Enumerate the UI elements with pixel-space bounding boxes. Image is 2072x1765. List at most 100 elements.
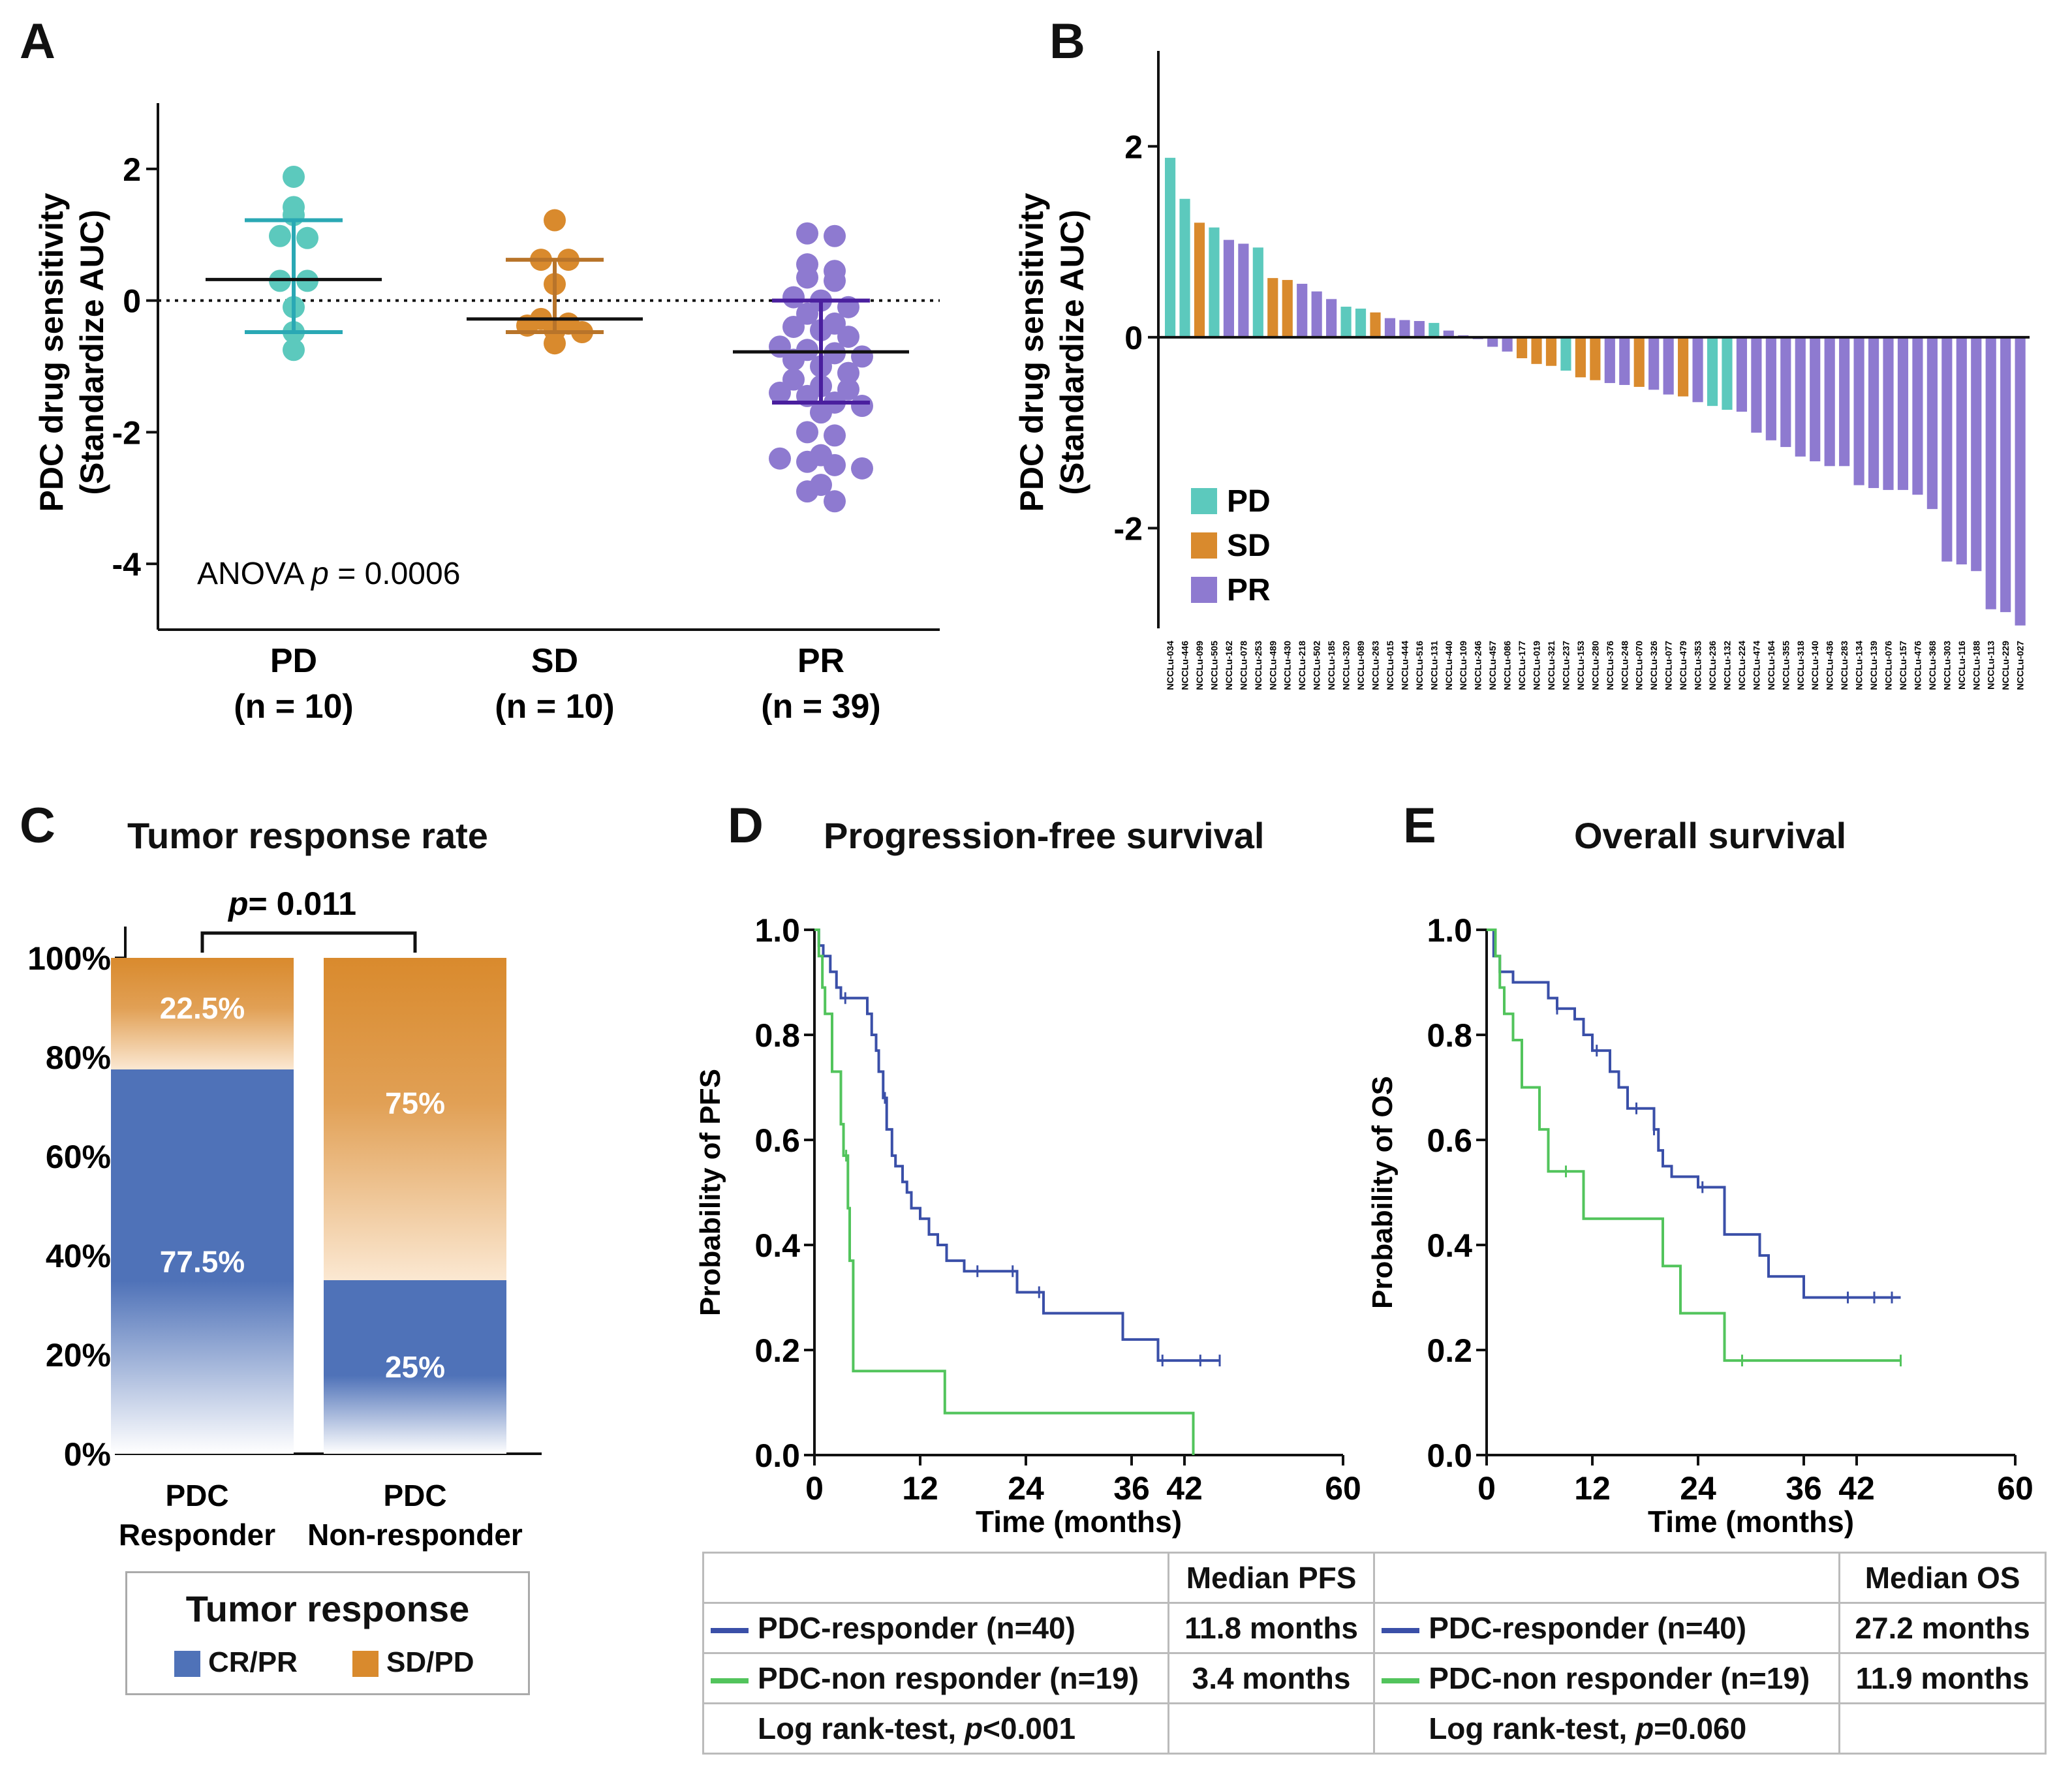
responder-median-pfs: 11.8 months (1167, 1602, 1376, 1654)
category-label: NCCLu-034 (1165, 641, 1175, 690)
category-label: NCCLu-113 (1986, 641, 1996, 690)
group-label-sd: SD (531, 642, 578, 680)
bar-ncclu-162 (1223, 239, 1234, 337)
category-label: NCCLu-229 (2000, 641, 2011, 690)
y-tick-label: 0.2 (1427, 1332, 1472, 1369)
x-tick-label: 36 (1113, 1470, 1150, 1507)
category-label: NCCLu-320 (1341, 641, 1352, 690)
bar-ncclu-237 (1560, 337, 1571, 371)
x-tick-label: 42 (1166, 1470, 1203, 1507)
bar-ncclu-140 (1810, 337, 1821, 462)
data-point-pr (769, 381, 791, 404)
legend-swatch-sd (1191, 532, 1217, 559)
data-point-pr (824, 269, 846, 292)
bar-ncclu-131 (1429, 322, 1440, 337)
category-label: NCCLu-321 (1546, 641, 1556, 690)
bar-ncclu-280 (1590, 337, 1601, 380)
category-label: NCCLu-116 (1956, 641, 1967, 690)
data-point-pr (824, 490, 846, 513)
category-label: NCCLu-131 (1429, 641, 1439, 690)
panel-a-scatter-chart: PDC drug sensitivity (Standardize AUC) A… (33, 103, 940, 726)
bar-ncclu-229 (2000, 337, 2011, 613)
legend-item-sdpd: SD/PD (352, 1646, 474, 1679)
category-label: NCCLu-015 (1385, 641, 1395, 690)
category-label: NCCLu-139 (1868, 641, 1879, 690)
bar-ncclu-134 (1853, 337, 1864, 485)
data-point-pr (824, 224, 846, 247)
x-tick-label: 60 (1997, 1470, 2033, 1507)
category-label: NCCLu-457 (1487, 641, 1498, 690)
category-label: NCCLu-086 (1502, 641, 1513, 690)
y-tick-label: 0.8 (754, 1017, 800, 1054)
nonresponder-median-os: 11.9 months (1838, 1652, 2047, 1704)
km-curve-nonresp (1487, 929, 1901, 1362)
y-tick-label: 0.0 (754, 1437, 800, 1474)
data-point-pd (296, 226, 318, 249)
data-point-pr (782, 315, 805, 338)
median-pfs-header: Median PFS (1167, 1552, 1376, 1604)
y-tick-label: 2 (1124, 129, 1143, 165)
bar-segment-crpr (324, 1280, 506, 1454)
bar-ncclu-077 (1663, 337, 1674, 395)
y-tick-label: 20% (46, 1337, 111, 1374)
bar-ncclu-436 (1824, 337, 1835, 467)
y-tick-label: 0.6 (1427, 1122, 1472, 1159)
category-label: NCCLu-218 (1297, 641, 1307, 690)
category-label: NCCLu-164 (1766, 641, 1776, 690)
bar-ncclu-185 (1326, 299, 1337, 337)
panel-b-ylabel-1: PDC drug sensitivity (1013, 192, 1050, 512)
data-point-pd (283, 339, 305, 361)
y-tick-label: 1.0 (1427, 912, 1472, 949)
data-point-pd (283, 165, 305, 188)
bar-ncclu-444 (1399, 320, 1410, 337)
category-label: NCCLu-076 (1883, 641, 1894, 690)
y-tick-label: 0.6 (754, 1122, 800, 1159)
data-point-pr (796, 302, 818, 325)
bar-ncclu-326 (1648, 337, 1660, 390)
km-curve-resp (1487, 929, 1901, 1299)
data-point-pr (796, 480, 818, 503)
y-tick-label: 0.4 (1427, 1227, 1472, 1264)
x-tick-label: 42 (1838, 1470, 1875, 1507)
responder-label-os: PDC-responder (n=40) (1429, 1611, 1747, 1645)
data-point-pr (824, 424, 846, 447)
y-tick-label: 40% (46, 1238, 111, 1274)
data-point-pr (782, 348, 805, 371)
legend-label-pd: PD (1227, 484, 1271, 519)
legend-swatch-pr (1191, 577, 1217, 603)
table-row: Log rank-test, p<0.001 Log rank-test, p=… (702, 1702, 2047, 1755)
bar-ncclu-113 (1985, 337, 1996, 609)
anova-annotation: ANOVA p = 0.0006 (197, 557, 460, 591)
category-label: NCCLu-237 (1560, 641, 1571, 690)
group-n-label: (n = 39) (761, 688, 881, 726)
y-tick-label: 80% (46, 1039, 111, 1076)
data-point-pr (796, 450, 818, 473)
bar-ncclu-376 (1604, 337, 1615, 384)
category-label: NCCLu-376 (1605, 641, 1615, 690)
category-label: NCCLu-446 (1180, 641, 1190, 690)
y-tick-label: 100% (27, 940, 111, 977)
category-label: NCCLu-479 (1678, 641, 1688, 690)
bar-ncclu-253 (1252, 247, 1263, 337)
category-label: NCCLu-489 (1267, 641, 1278, 690)
category-label: NCCLu-019 (1532, 641, 1542, 690)
km-curve-nonresp (814, 929, 1195, 1455)
data-point-pr (782, 286, 805, 309)
bar-ncclu-516 (1414, 320, 1425, 337)
panel-a-label: A (20, 14, 55, 69)
bar-ncclu-283 (1839, 337, 1850, 467)
category-label: NCCLu-157 (1898, 641, 1908, 690)
bar-ncclu-430 (1282, 280, 1293, 337)
category-label: NCCLu-355 (1780, 641, 1791, 690)
table-cell: PDC-responder (n=40) (1373, 1602, 1841, 1654)
x-tick-label: 24 (1680, 1470, 1716, 1507)
bar-ncclu-177 (1516, 337, 1528, 359)
group-n-label: (n = 10) (495, 688, 615, 726)
bar-ncclu-476 (1912, 337, 1923, 495)
data-label-sdpd: 75% (385, 1086, 445, 1120)
table-row: PDC-responder (n=40) 11.8 months PDC-res… (702, 1602, 2047, 1654)
bar-ncclu-139 (1868, 337, 1879, 488)
bar-ncclu-019 (1531, 337, 1542, 364)
category-label: NCCLu-132 (1722, 641, 1732, 690)
category-label: NCCLu-253 (1253, 641, 1263, 690)
